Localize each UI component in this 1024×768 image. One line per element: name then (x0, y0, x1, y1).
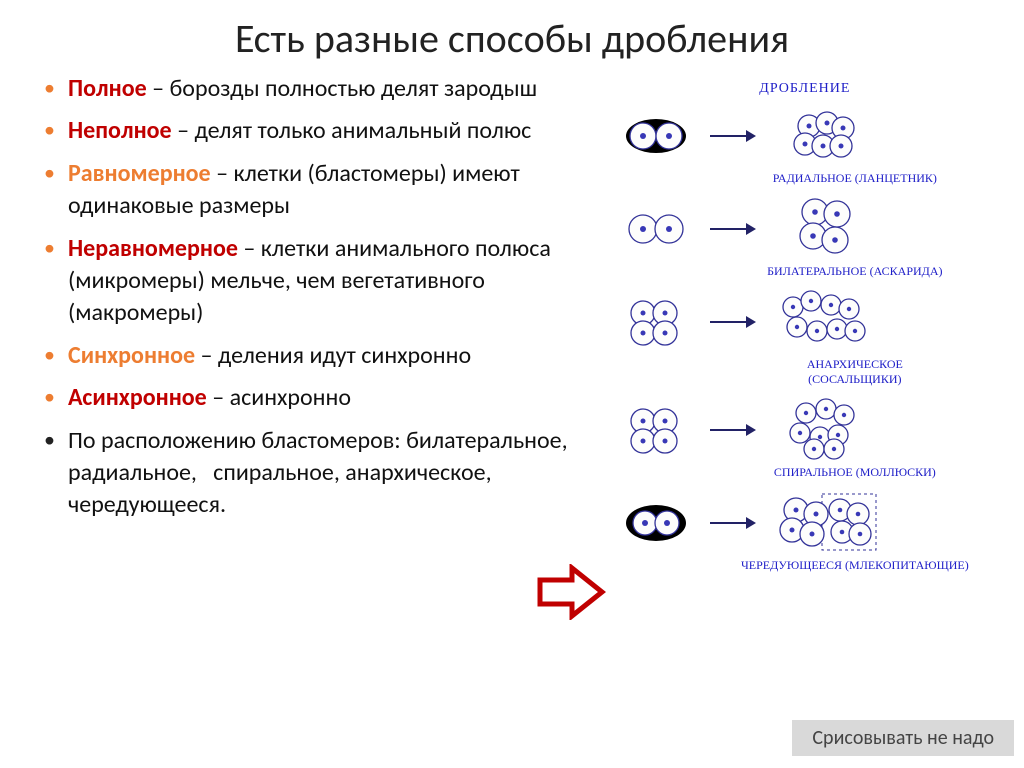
arrow-icon (708, 312, 758, 332)
diagram-panel: ДРОБЛЕНИЕ (606, 73, 1004, 581)
bullet-list: Полное – борозды полностью делят зародыш… (40, 73, 606, 581)
cells-spiral (770, 395, 880, 465)
cells-2 (616, 199, 696, 259)
bullet-item: Неравномерное – клетки анимального полюс… (40, 233, 598, 330)
diagram-row (606, 101, 1004, 171)
arrow-icon (708, 126, 758, 146)
bullet-item: По расположению бластомеров: билатеральн… (40, 425, 598, 522)
bullet-term: Асинхронное (68, 383, 207, 412)
cells-alternating (770, 488, 880, 558)
cells-anarchic (770, 287, 880, 357)
bullet-item: Равномерное – клетки (бластомеры) имеют … (40, 158, 598, 223)
diagram-row (606, 395, 1004, 465)
diagram-title: ДРОБЛЕНИЕ (606, 81, 1004, 97)
bullet-text: – асинхронно (207, 383, 351, 412)
bullet-text: – деления идут синхронно (195, 341, 471, 370)
arrow-icon (708, 219, 758, 239)
diagram-label: БИЛАТЕРАЛЬНОЕ (АСКАРИДА) (606, 264, 1004, 279)
cells-4 (616, 292, 696, 352)
bullet-item: Синхронное – деления идут синхронно (40, 340, 598, 372)
cells-2 (616, 106, 696, 166)
bullet-item: Неполное – делят только анимальный полюс (40, 115, 598, 147)
diagram-label: АНАРХИЧЕСКОЕ (СОСАЛЬЩИКИ) (606, 357, 1004, 387)
footer-note: Срисовывать не надо (792, 720, 1014, 756)
cells-bilateral (770, 194, 880, 264)
arrow-icon (708, 513, 758, 533)
bullet-term: Неполное (68, 116, 172, 145)
diagram-row (606, 287, 1004, 357)
bullet-term: Равномерное (68, 159, 211, 188)
bullet-term: Неравномерное (68, 234, 238, 263)
diagram-row (606, 488, 1004, 558)
bullet-item: Асинхронное – асинхронно (40, 382, 598, 414)
block-arrow-icon (536, 564, 606, 620)
diagram-label: РАДИАЛЬНОЕ (ЛАНЦЕТНИК) (606, 171, 1004, 186)
diagram-row (606, 194, 1004, 264)
arrow-icon (708, 420, 758, 440)
diagram-label: ЧЕРЕДУЮЩЕЕСЯ (МЛЕКОПИТАЮЩИЕ) (606, 558, 1004, 573)
bullet-text: – делят только анимальный полюс (172, 116, 532, 145)
cells-2-big (616, 493, 696, 553)
diagram-label: СПИРАЛЬНОЕ (МОЛЛЮСКИ) (606, 465, 1004, 480)
bullet-term: Синхронное (68, 341, 195, 370)
bullet-text: – борозды полностью делят зародыш (147, 74, 537, 103)
bullet-text: По расположению бластомеров: билатеральн… (68, 426, 568, 520)
content-area: Полное – борозды полностью делят зародыш… (0, 73, 1024, 581)
cells-8-radial (770, 101, 880, 171)
cells-4 (616, 400, 696, 460)
bullet-item: Полное – борозды полностью делят зародыш (40, 73, 598, 105)
slide-title: Есть разные способы дробления (0, 0, 1024, 73)
bullet-term: Полное (68, 74, 147, 103)
